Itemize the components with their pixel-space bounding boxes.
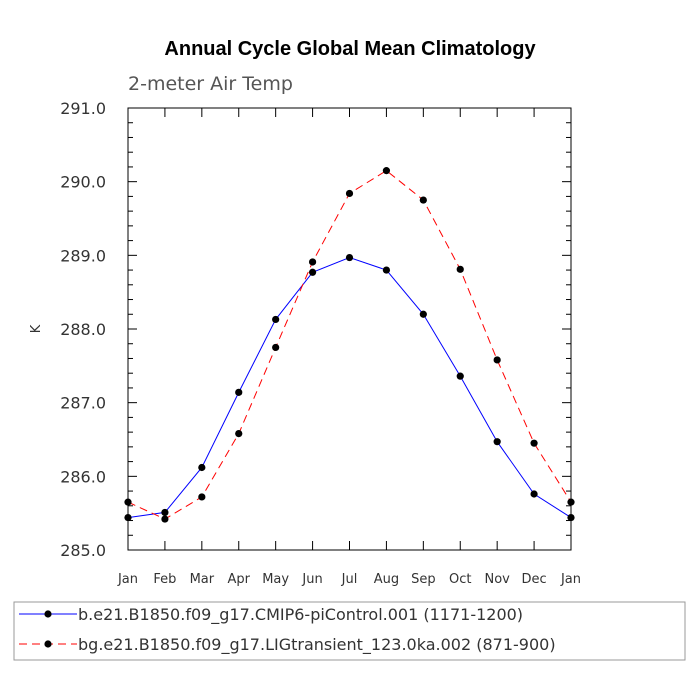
x-tick-label: Apr xyxy=(228,572,251,587)
series-1-point xyxy=(419,310,427,318)
x-tick-label: Jan xyxy=(560,572,581,587)
x-tick-label: Feb xyxy=(153,572,176,587)
x-tick-label: Nov xyxy=(484,572,510,587)
y-tick-label: 285.0 xyxy=(60,541,106,560)
y-tick-label: 288.0 xyxy=(60,320,106,339)
legend xyxy=(13,601,686,661)
series-1-point xyxy=(308,268,317,276)
series-2-point xyxy=(308,258,317,266)
series-line-2 xyxy=(127,170,572,520)
y-tick-label: 289.0 xyxy=(60,246,106,265)
x-tick-label: Mar xyxy=(190,572,215,587)
series-2-point xyxy=(124,498,132,506)
y-tick-label: 286.0 xyxy=(60,467,106,486)
series-2-point xyxy=(419,196,427,204)
series-1-point xyxy=(124,513,132,522)
series-2-point xyxy=(235,430,243,438)
x-tick-label: Oct xyxy=(449,572,471,587)
series-2-point xyxy=(345,189,354,198)
series-1-point xyxy=(235,388,243,396)
series-1-point xyxy=(530,490,538,498)
legend-label-1: b.e21.B1850.f09_g17.CMIP6-piControl.001 … xyxy=(78,605,523,625)
x-tick-label: Aug xyxy=(374,572,399,587)
x-tick-label: Dec xyxy=(522,572,547,587)
series-2-point xyxy=(382,167,391,175)
chart-subtitle: 2-meter Air Temp xyxy=(128,73,293,95)
plot-frame xyxy=(127,107,572,551)
x-tick-label: Jul xyxy=(341,572,358,587)
y-tick-label: 291.0 xyxy=(60,99,106,118)
y-axis-label: K xyxy=(29,324,44,333)
series-1-point xyxy=(198,463,206,472)
y-tick-label: 287.0 xyxy=(60,394,106,413)
series-2-point xyxy=(530,439,538,447)
series-2-point xyxy=(493,356,501,364)
legend-label-2: bg.e21.B1850.f09_g17.LIGtransient_123.0k… xyxy=(78,635,556,655)
chart-title: Annual Cycle Global Mean Climatology xyxy=(164,38,536,60)
series-1-point xyxy=(493,438,501,446)
x-tick-label: May xyxy=(262,572,289,587)
series-1-point xyxy=(345,253,354,262)
y-tick-label: 290.0 xyxy=(60,173,106,192)
legend-marker-2 xyxy=(44,640,52,648)
series-1-point xyxy=(567,513,575,522)
x-tick-label: Sep xyxy=(411,572,436,587)
series-line-1 xyxy=(127,257,572,519)
series-1-point xyxy=(382,266,391,274)
series-2-point xyxy=(198,493,206,501)
series-1-point xyxy=(161,508,169,517)
x-tick-label: Jan xyxy=(117,572,138,587)
series-2-point xyxy=(161,515,169,523)
x-tick-label: Jun xyxy=(301,572,322,587)
series-2-point xyxy=(456,265,464,273)
series-1-point xyxy=(456,372,464,380)
legend-marker-1 xyxy=(44,610,52,618)
series-2-point xyxy=(567,498,575,506)
series-2-point xyxy=(272,343,280,352)
series-1-point xyxy=(272,315,280,324)
